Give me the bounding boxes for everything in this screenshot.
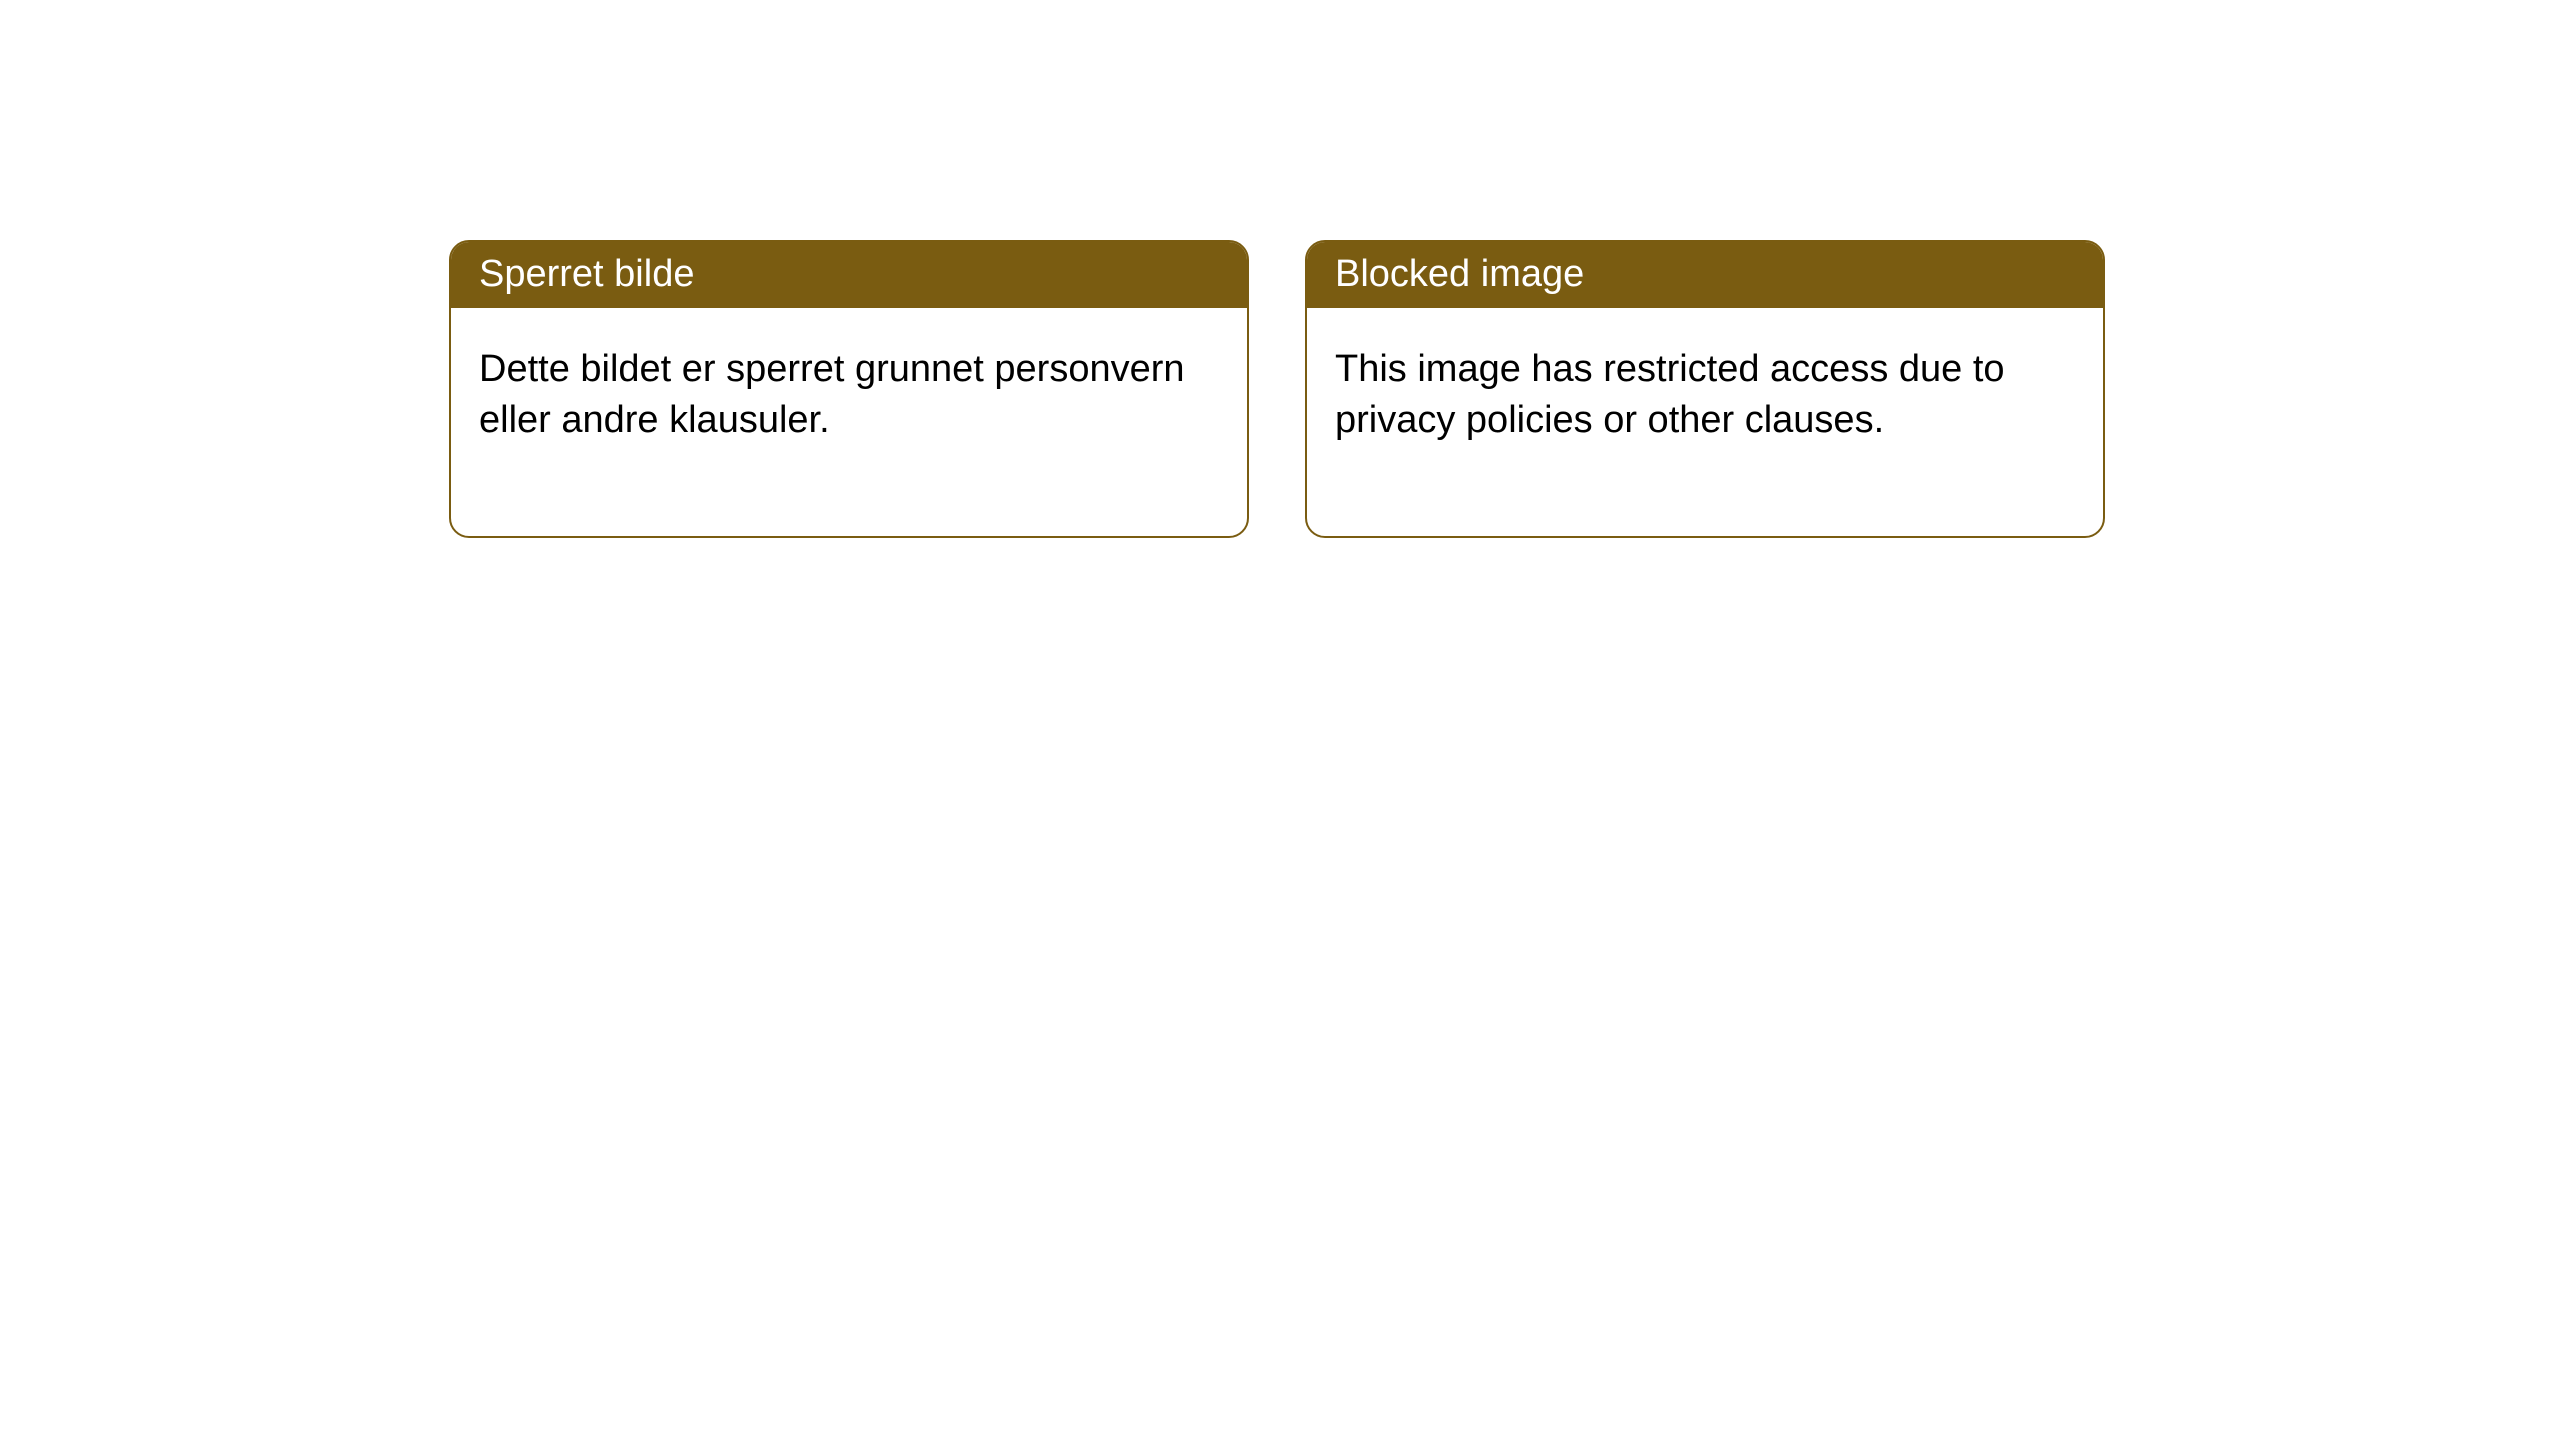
card-header: Blocked image <box>1307 242 2103 308</box>
card-title: Sperret bilde <box>479 253 694 295</box>
notice-container: Sperret bilde Dette bildet er sperret gr… <box>0 0 2560 538</box>
card-body-text: This image has restricted access due to … <box>1335 348 2005 441</box>
notice-card-english: Blocked image This image has restricted … <box>1305 240 2105 538</box>
notice-card-norwegian: Sperret bilde Dette bildet er sperret gr… <box>449 240 1249 538</box>
card-body: This image has restricted access due to … <box>1307 308 2103 537</box>
card-body: Dette bildet er sperret grunnet personve… <box>451 308 1247 537</box>
card-header: Sperret bilde <box>451 242 1247 308</box>
card-body-text: Dette bildet er sperret grunnet personve… <box>479 348 1185 441</box>
card-title: Blocked image <box>1335 253 1584 295</box>
